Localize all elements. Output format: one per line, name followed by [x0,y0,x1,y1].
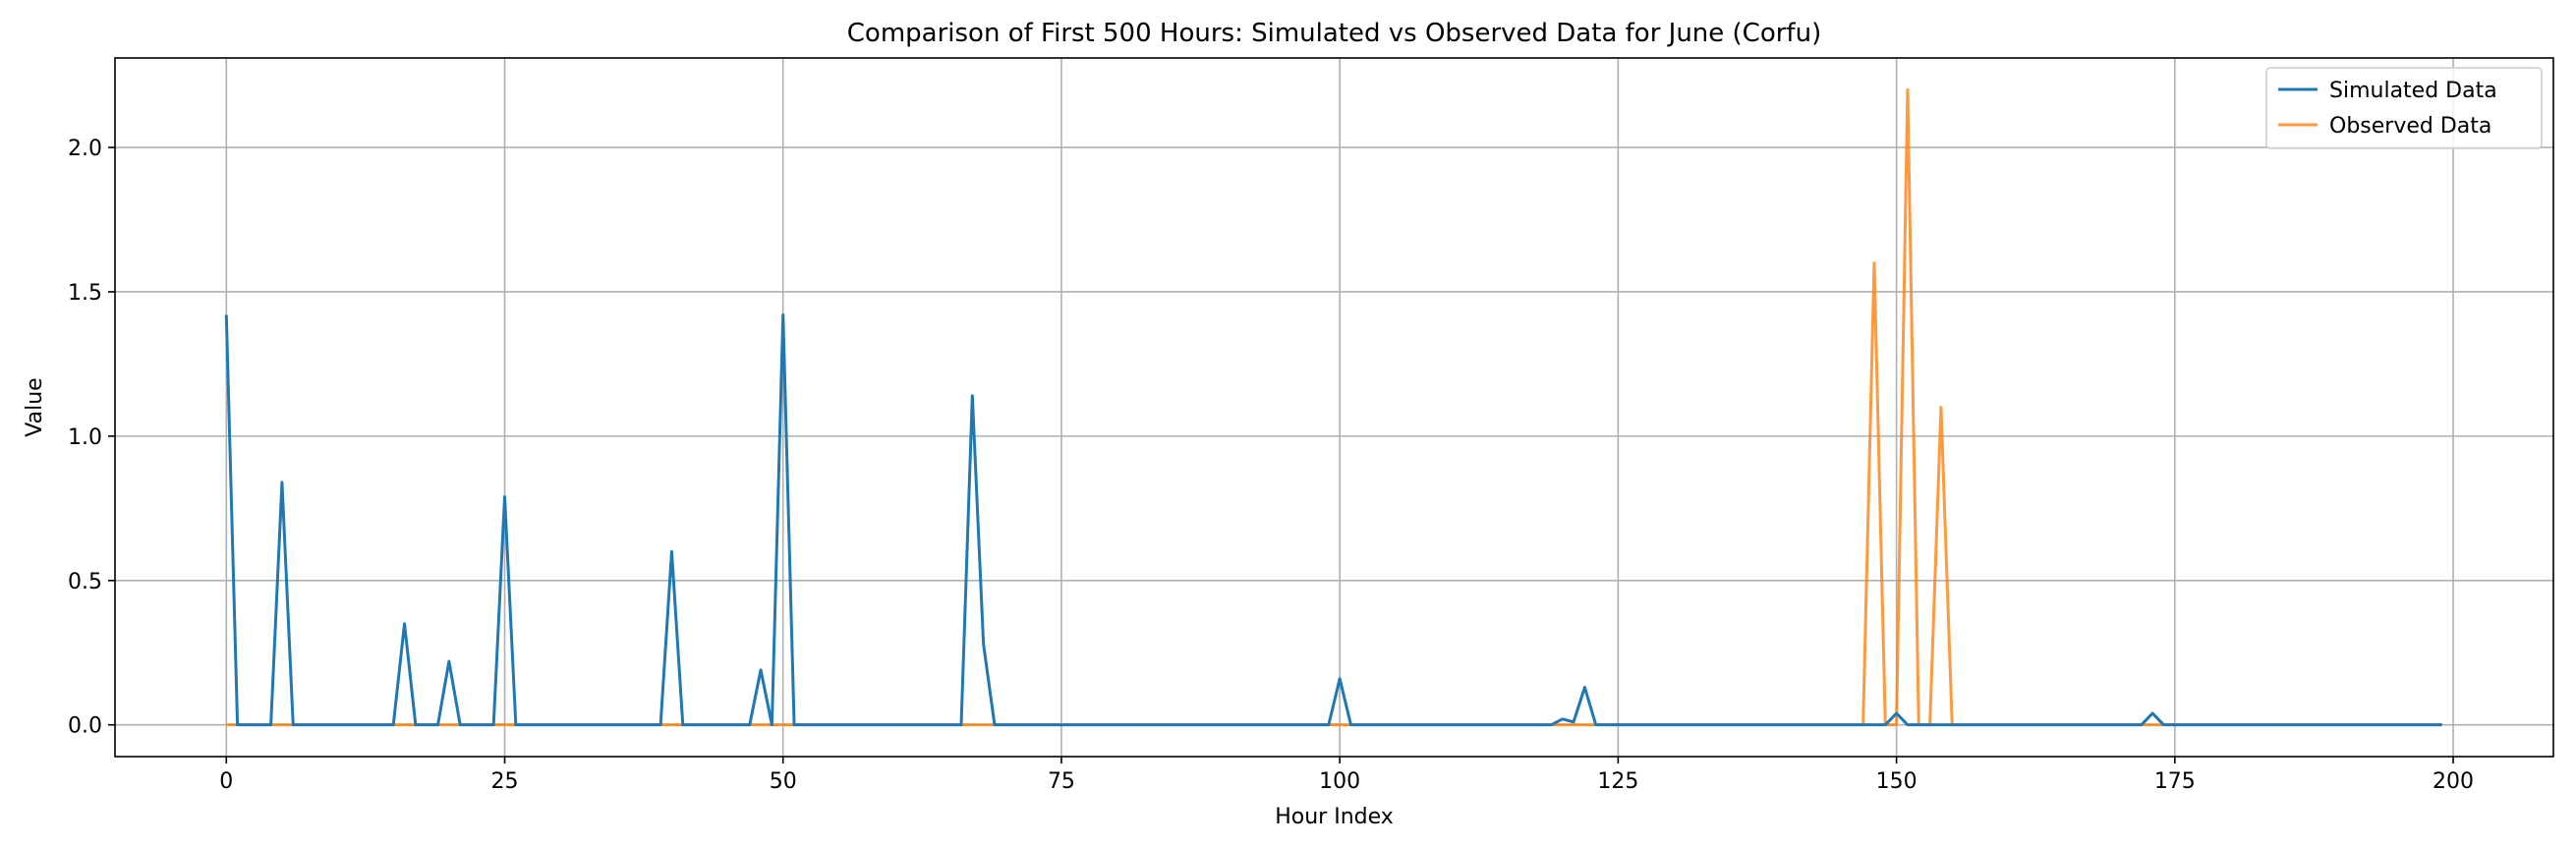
y-tick-label: 2.0 [68,137,102,161]
legend-label-observed: Observed Data [2329,114,2491,139]
x-tick-label: 200 [2433,769,2474,794]
legend-box [2265,67,2543,149]
x-tick-label: 125 [1597,769,1638,794]
x-axis-label: Hour Index [1275,805,1394,829]
axis-ticks: 0 25 50 75 100 125 150 175 200 0.0 0.5 1.0 1.5 2.0 [68,137,2474,794]
observed-data-line [226,87,2442,727]
y-tick-label: 1.0 [68,425,102,450]
y-tick-label: 0.5 [68,570,102,594]
y-tick-label: 1.5 [68,281,102,306]
legend-label-simulated: Simulated Data [2329,79,2497,103]
x-tick-label: 100 [1319,769,1360,794]
legend: Simulated Data Observed Data [2265,67,2543,149]
simulated-data-line [224,312,2442,727]
plot-area-frame [114,57,2554,758]
x-tick-label: 150 [1876,769,1918,794]
chart-title: Comparison of First 500 Hours: Simulated… [847,19,1821,48]
x-tick-label: 75 [1048,769,1075,794]
y-axis-label: Value [23,377,47,436]
x-tick-label: 0 [219,769,233,794]
grid-lines [115,58,2553,757]
x-tick-label: 50 [770,769,797,794]
x-tick-label: 25 [491,769,519,794]
series-lines [224,87,2442,727]
y-tick-label: 0.0 [68,714,102,739]
x-tick-label: 175 [2154,769,2196,794]
